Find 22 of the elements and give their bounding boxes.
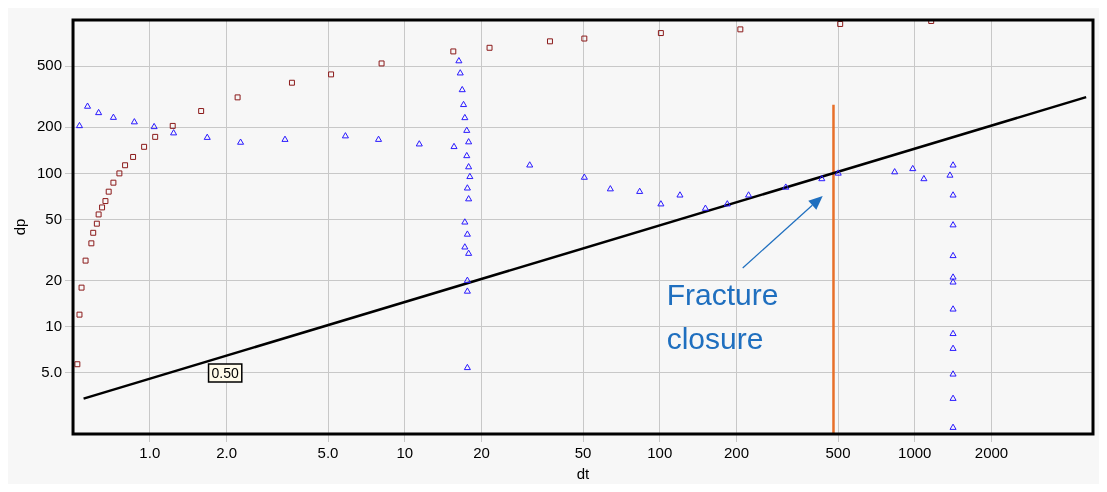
annotation: Fracture closure [666, 278, 779, 356]
annotation: 0.50 [211, 364, 240, 381]
x-tick-label: 10 [396, 444, 414, 462]
y-tick-label: 5.0 [41, 363, 63, 381]
y-tick-label: 500 [37, 56, 63, 74]
x-tick-label: 500 [825, 444, 851, 462]
x-tick-label: 200 [724, 444, 750, 462]
y-tick-label: 10 [45, 316, 63, 334]
x-tick-label: 1.0 [139, 444, 161, 462]
x-tick-label: 100 [647, 444, 673, 462]
x-axis-title: dt [576, 465, 591, 483]
x-tick-label: 20 [473, 444, 490, 462]
x-tick-label: 1000 [898, 444, 932, 462]
x-tick-label: 2.0 [216, 444, 237, 462]
y-tick-label: 50 [45, 209, 63, 227]
x-tick-label: 50 [574, 444, 592, 462]
y-axis-title: dp [11, 218, 29, 236]
x-tick-label: 2000 [974, 444, 1009, 462]
y-tick-label: 100 [37, 163, 63, 181]
x-tick-label: 5.0 [317, 444, 339, 462]
y-tick-label: 200 [37, 117, 63, 135]
y-tick-label: 20 [45, 270, 63, 288]
